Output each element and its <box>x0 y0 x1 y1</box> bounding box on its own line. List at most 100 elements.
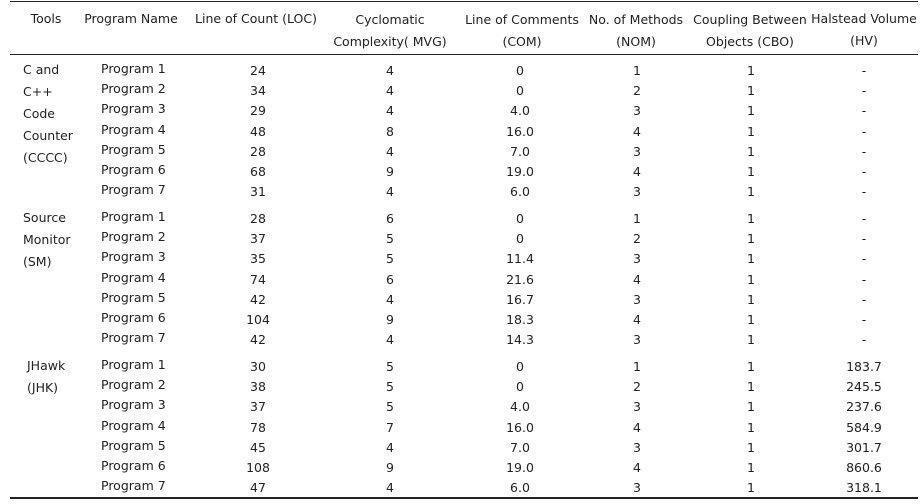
cbo-cell: 1 <box>747 103 755 119</box>
tool-name-line: Monitor <box>23 232 71 247</box>
cbo-cell: 1 <box>747 164 755 179</box>
nom-cell: 4 <box>633 271 641 287</box>
cbo-cell: 1 <box>747 399 755 415</box>
com-cell: 11.4 <box>506 251 534 267</box>
com-cell: 14.3 <box>506 332 534 348</box>
hv-cell: - <box>861 184 867 200</box>
tool-name-line: JHawk <box>27 358 66 373</box>
cbo-cell: 1 <box>747 231 755 247</box>
mvg-cell: 4 <box>386 143 394 159</box>
program-name-cell: Program 7 <box>101 330 166 346</box>
tool-name-line: (CCCC) <box>23 150 68 165</box>
loc-cell: 108 <box>246 460 270 475</box>
loc-cell: 37 <box>250 399 266 415</box>
cbo-cell: 1 <box>747 291 755 307</box>
hv-cell: - <box>861 164 867 179</box>
loc-cell: 30 <box>250 359 266 374</box>
hv-cell: - <box>861 123 867 139</box>
mvg-cell: 5 <box>386 379 394 395</box>
program-name-cell: Program 2 <box>101 377 166 393</box>
cbo-cell: 1 <box>747 332 755 348</box>
cbo-cell: 1 <box>747 379 755 395</box>
tool-name-line: C and <box>23 62 60 77</box>
com-cell: 18.3 <box>506 312 534 327</box>
cbo-cell: 1 <box>747 184 755 200</box>
loc-cell: 47 <box>250 480 266 496</box>
hv-cell: - <box>861 271 867 287</box>
loc-cell: 48 <box>250 123 266 139</box>
tool-name-line: (SM) <box>23 254 52 269</box>
loc-cell: 24 <box>250 63 266 78</box>
header-cbo: Coupling Between Objects (CBO) <box>693 12 807 49</box>
program-name-cell: Program 6 <box>101 162 166 177</box>
program-name-cell: Program 1 <box>101 357 166 372</box>
hv-cell: - <box>861 312 867 327</box>
mvg-cell: 4 <box>386 63 394 78</box>
loc-cell: 78 <box>250 419 266 435</box>
program-name-cell: Program 5 <box>101 437 166 453</box>
tool-name-line: Source <box>23 210 66 225</box>
nom-cell: 4 <box>633 123 641 139</box>
hv-cell: 301.7 <box>846 439 882 455</box>
com-cell: 4.0 <box>510 103 530 119</box>
cbo-cell: 1 <box>747 480 755 496</box>
com-cell: 16.0 <box>506 419 534 435</box>
loc-cell: 31 <box>250 184 266 200</box>
hv-cell: - <box>861 211 867 226</box>
nom-cell: 1 <box>633 359 641 374</box>
nom-cell: 3 <box>633 480 641 496</box>
cbo-cell: 1 <box>747 143 755 159</box>
mvg-cell: 5 <box>386 231 394 247</box>
com-cell: 4.0 <box>510 399 530 415</box>
header-loc: Line of Count (LOC) <box>195 11 317 26</box>
tool-name-line: Code <box>23 106 56 121</box>
header-tools: Tools <box>30 11 62 26</box>
header-nom: No. of Methods (NOM) <box>588 12 684 49</box>
program-name-cell: Program 4 <box>101 269 166 285</box>
com-cell: 19.0 <box>506 164 534 179</box>
loc-cell: 104 <box>246 312 270 327</box>
loc-cell: 28 <box>250 211 266 226</box>
hv-cell: 183.7 <box>846 359 882 374</box>
mvg-cell: 4 <box>386 184 394 200</box>
program-name-cell: Program 3 <box>101 397 166 413</box>
cbo-cell: 1 <box>747 211 755 226</box>
program-name-cell: Program 7 <box>101 182 166 198</box>
program-name-cell: Program 6 <box>101 310 166 325</box>
cbo-cell: 1 <box>747 63 755 78</box>
hv-cell: - <box>861 103 867 119</box>
program-name-cell: Program 2 <box>101 81 166 97</box>
program-name-cell: Program 1 <box>101 61 166 76</box>
cbo-cell: 1 <box>747 312 755 327</box>
nom-cell: 3 <box>633 143 641 159</box>
header-mvg: Cyclomatic Complexity( MVG) <box>333 12 447 49</box>
nom-cell: 3 <box>633 399 641 415</box>
mvg-cell: 4 <box>386 439 394 455</box>
program-name-cell: Program 5 <box>101 141 166 157</box>
nom-cell: 1 <box>633 211 641 226</box>
com-cell: 0 <box>516 83 524 99</box>
mvg-cell: 4 <box>386 480 394 496</box>
loc-cell: 29 <box>250 103 266 119</box>
hv-cell: 860.6 <box>846 460 882 475</box>
tool-name-line: (JHK) <box>27 380 59 395</box>
loc-cell: 45 <box>250 439 266 455</box>
header-hv: Halstead Volume (HV) <box>811 11 917 48</box>
nom-cell: 4 <box>633 164 641 179</box>
cbo-cell: 1 <box>747 359 755 374</box>
mvg-cell: 4 <box>386 332 394 348</box>
hv-cell: 245.5 <box>846 379 882 395</box>
mvg-cell: 4 <box>386 291 394 307</box>
com-cell: 7.0 <box>510 143 530 159</box>
nom-cell: 3 <box>633 251 641 267</box>
mvg-cell: 9 <box>386 312 394 327</box>
tool-name-line: C++ <box>23 84 53 99</box>
com-cell: 16.0 <box>506 123 534 139</box>
mvg-cell: 5 <box>386 399 394 415</box>
loc-cell: 68 <box>250 164 266 179</box>
com-cell: 21.6 <box>506 271 534 287</box>
mvg-cell: 6 <box>386 271 394 287</box>
cbo-cell: 1 <box>747 419 755 435</box>
program-name-cell: Program 1 <box>101 209 166 224</box>
